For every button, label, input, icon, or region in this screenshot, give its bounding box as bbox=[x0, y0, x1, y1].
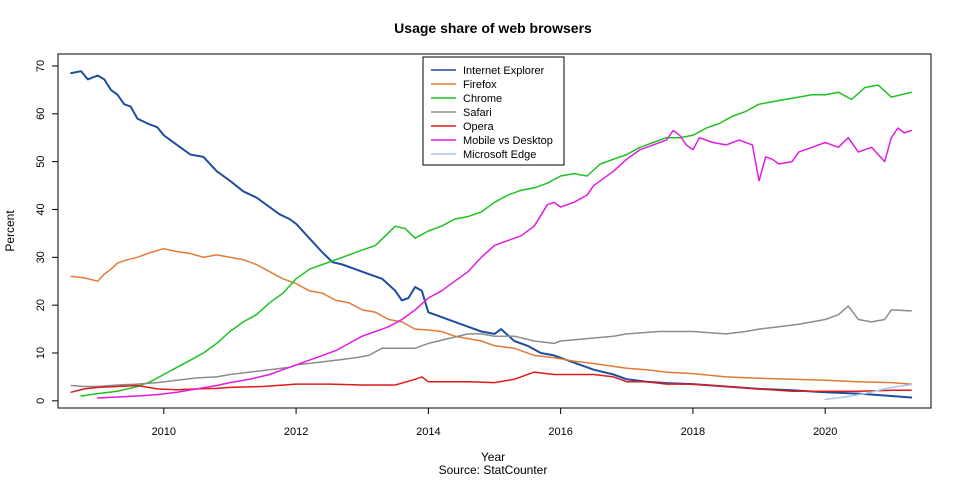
x-tick-label: 2020 bbox=[813, 426, 837, 438]
series-line-chrome bbox=[80, 84, 912, 397]
series-line-internet-explorer bbox=[70, 70, 913, 399]
series-line-safari bbox=[70, 305, 912, 388]
y-tick-label: 20 bbox=[35, 299, 47, 311]
legend-entry: Firefox bbox=[463, 79, 497, 91]
legend-box bbox=[422, 56, 565, 166]
legend-entry: Internet Explorer bbox=[463, 65, 545, 77]
x-tick-label: 2018 bbox=[681, 426, 705, 438]
legend-entry: Safari bbox=[463, 107, 492, 119]
y-tick-label: 50 bbox=[35, 156, 47, 168]
y-tick-label: 10 bbox=[35, 347, 47, 359]
x-tick-label: 2014 bbox=[416, 426, 440, 438]
y-tick-label: 0 bbox=[35, 398, 47, 404]
x-tick-label: 2012 bbox=[284, 426, 308, 438]
y-axis-label: Percent bbox=[3, 210, 17, 252]
legend-entry: Chrome bbox=[463, 93, 502, 105]
y-tick-label: 60 bbox=[35, 108, 47, 120]
y-tick-label: 30 bbox=[35, 251, 47, 263]
x-axis: 2010 2012 2014 2016 2018 2020 bbox=[152, 408, 837, 438]
series-line-mobile-vs-desktop bbox=[96, 127, 912, 399]
legend-entry: Opera bbox=[463, 121, 494, 133]
legend: Internet Explorer Firefox Chrome Safari Oper… bbox=[422, 56, 565, 166]
series-lines bbox=[70, 70, 913, 401]
x-tick-label: 2016 bbox=[548, 426, 572, 438]
y-axis: 0 10 20 30 40 50 60 70 bbox=[35, 60, 58, 404]
x-axis-label: Year bbox=[481, 450, 505, 464]
legend-entry: Mobile vs Desktop bbox=[463, 135, 553, 147]
plot-frame bbox=[57, 53, 932, 409]
series-line-microsoft-edge bbox=[824, 383, 912, 401]
chart-title: Usage share of web browsers bbox=[394, 20, 592, 36]
source-caption: Source: StatCounter bbox=[439, 463, 548, 477]
y-tick-label: 70 bbox=[35, 60, 47, 72]
x-tick-label: 2010 bbox=[152, 426, 176, 438]
y-tick-label: 40 bbox=[35, 203, 47, 215]
series-line-firefox bbox=[70, 247, 912, 385]
legend-entry: Microsoft Edge bbox=[463, 149, 536, 161]
series-line-opera bbox=[70, 371, 912, 393]
